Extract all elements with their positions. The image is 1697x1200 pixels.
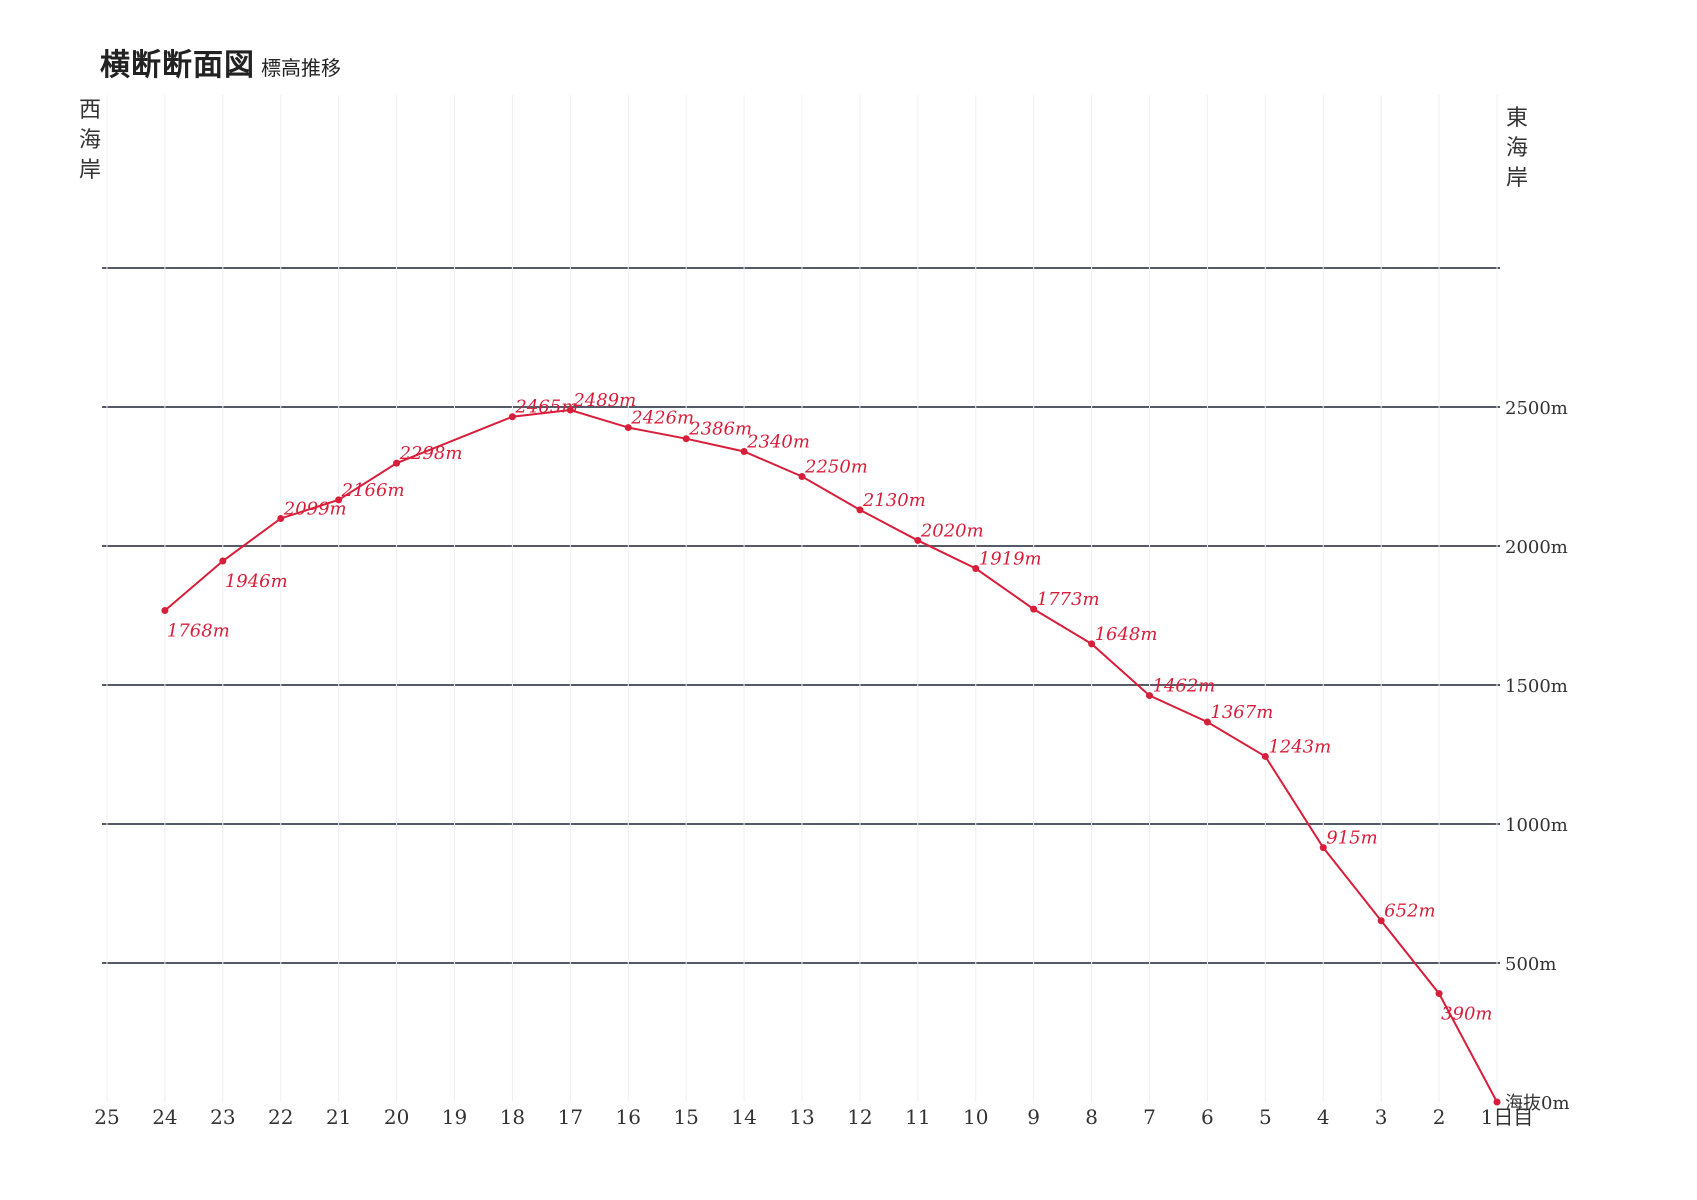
data-point <box>1146 692 1153 700</box>
data-point <box>856 506 864 514</box>
y-tick-label: 海抜0m <box>1505 1093 1570 1114</box>
data-label: 390m <box>1441 1004 1492 1025</box>
data-label: 1919m <box>979 549 1042 570</box>
x-tick-label: 24 <box>152 1105 177 1129</box>
west-coast-label-char: 西 <box>78 98 101 123</box>
x-tick-label: 3 <box>1375 1105 1388 1129</box>
data-label: 2465m <box>514 397 578 418</box>
x-tick-label: 8 <box>1085 1105 1098 1129</box>
x-tick-label: 21 <box>326 1105 351 1129</box>
x-tick-label: 4 <box>1317 1105 1330 1129</box>
data-label: 1462m <box>1153 676 1216 697</box>
y-tick-label: 500m <box>1505 954 1556 975</box>
data-label: 1946m <box>225 571 288 592</box>
x-tick-label: 7 <box>1143 1105 1156 1129</box>
data-point <box>1030 605 1038 613</box>
data-point <box>1435 990 1443 998</box>
x-tick-label: 19 <box>442 1105 467 1129</box>
data-point <box>624 424 632 432</box>
east-coast-label: 東海岸 <box>1504 104 1530 194</box>
x-tick-label: 16 <box>616 1105 641 1129</box>
data-point <box>335 496 343 504</box>
data-point <box>161 606 169 614</box>
data-label: 2426m <box>630 408 694 429</box>
x-tick-label: 11 <box>905 1105 930 1129</box>
x-tick-label: 13 <box>789 1105 814 1129</box>
x-tick-label: 25 <box>94 1105 119 1129</box>
data-point <box>798 473 806 480</box>
data-label: 1768m <box>167 620 230 641</box>
x-tick-label: 5 <box>1259 1105 1272 1129</box>
x-tick-label: 18 <box>500 1105 525 1129</box>
y-tick-label: 1500m <box>1505 676 1568 697</box>
x-tick-label: 15 <box>673 1105 698 1129</box>
data-label: 2099m <box>283 498 347 519</box>
west-coast-label: 西海岸 <box>77 96 103 186</box>
data-point <box>1203 718 1211 726</box>
data-label: 2250m <box>804 457 868 478</box>
y-tick-label: 2500m <box>1505 398 1568 419</box>
data-label: 1243m <box>1268 736 1331 757</box>
y-tick-label: 1000m <box>1505 815 1568 836</box>
data-point <box>219 557 227 565</box>
x-tick-label: 1日目 <box>1481 1105 1534 1129</box>
east-coast-label-char: 岸 <box>1505 166 1528 191</box>
data-point <box>1261 752 1269 760</box>
data-point <box>1319 844 1327 852</box>
y-tick-label: 2000m <box>1505 537 1568 558</box>
data-point <box>972 565 980 573</box>
x-tick-label: 9 <box>1027 1105 1040 1129</box>
data-point <box>277 514 285 522</box>
east-coast-label-char: 海 <box>1505 136 1528 161</box>
data-label: 2166m <box>341 480 405 501</box>
x-tick-label: 6 <box>1201 1105 1214 1129</box>
chart-subtitle: 標高推移 <box>261 56 341 80</box>
x-tick-label: 12 <box>847 1105 872 1129</box>
data-label: 652m <box>1384 901 1435 922</box>
x-tick-label: 20 <box>384 1105 409 1129</box>
west-coast-label-char: 海 <box>78 128 101 153</box>
x-tick-label: 17 <box>558 1105 583 1129</box>
data-point <box>914 536 922 544</box>
chart-title-block: 横断断面図 標高推移 <box>100 40 341 84</box>
data-point <box>740 447 748 455</box>
data-label: 2130m <box>862 490 926 511</box>
data-label: 915m <box>1326 828 1377 849</box>
data-label: 2340m <box>746 431 810 452</box>
data-point <box>566 406 574 414</box>
x-tick-label: 22 <box>268 1105 293 1129</box>
x-tick-label: 2 <box>1433 1105 1446 1129</box>
data-label: 1367m <box>1210 702 1273 723</box>
data-label: 1648m <box>1095 624 1158 645</box>
data-point <box>1493 1098 1501 1106</box>
east-coast-label-char: 東 <box>1505 106 1528 131</box>
x-tick-label: 14 <box>731 1105 756 1129</box>
data-label: 2386m <box>688 419 752 440</box>
data-point <box>1088 640 1096 648</box>
data-label: 2020m <box>920 520 984 541</box>
data-point <box>1377 917 1385 925</box>
west-coast-label-char: 岸 <box>78 158 101 183</box>
data-label: 2298m <box>399 443 463 464</box>
data-point <box>682 435 690 443</box>
data-label: 1773m <box>1037 589 1100 610</box>
data-point <box>393 459 401 467</box>
chart-title: 横断断面図 <box>100 48 255 83</box>
data-point <box>508 413 516 421</box>
x-tick-label: 10 <box>963 1105 988 1129</box>
data-label: 2489m <box>572 390 636 411</box>
x-tick-label: 23 <box>210 1105 235 1129</box>
